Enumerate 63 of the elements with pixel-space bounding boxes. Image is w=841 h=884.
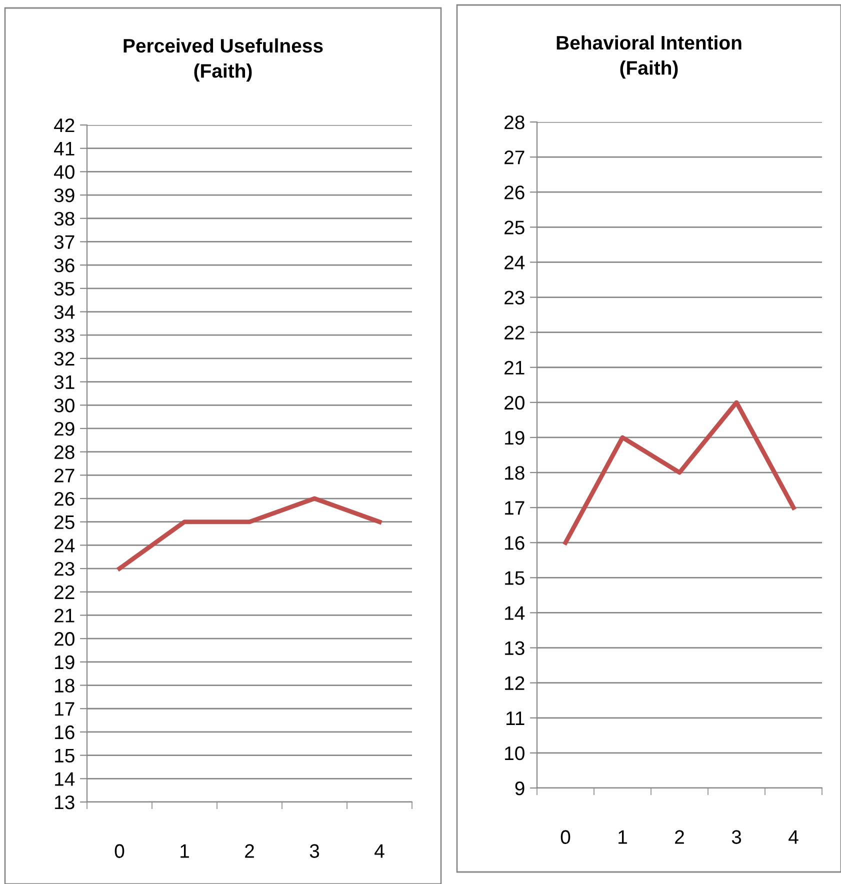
- y-tick-label: 41: [54, 142, 74, 156]
- y-tick-label: 22: [504, 326, 524, 340]
- y-tick-label: 16: [55, 725, 74, 740]
- y-tick-label: 15: [505, 571, 524, 585]
- line-series: [563, 400, 796, 545]
- x-tick-label: 0: [114, 844, 124, 858]
- y-tick-label: 42: [54, 118, 74, 132]
- y-tick-label: 17: [505, 501, 524, 515]
- x-tick-label: 4: [374, 844, 384, 858]
- x-tick-label: 3: [310, 844, 320, 858]
- y-tick-label: 13: [55, 795, 74, 810]
- x-tick-label: 2: [245, 844, 254, 858]
- y-tick-label: 27: [504, 150, 524, 164]
- y-tick-label: 9: [515, 781, 524, 796]
- y-tick-label: 26: [504, 186, 524, 200]
- y-tick-label: 14: [55, 772, 75, 786]
- y-tick-label: 29: [54, 422, 74, 436]
- y-tick-label: 25: [54, 515, 74, 530]
- x-tick-label: 1: [180, 844, 189, 858]
- y-tick-label: 35: [54, 282, 74, 296]
- x-tick-label: 0: [560, 830, 570, 844]
- x-tick-label: 2: [675, 830, 684, 844]
- y-tick-label: 15: [55, 748, 74, 763]
- y-tick-label: 11: [506, 712, 524, 725]
- y-tick-label: 23: [54, 562, 74, 576]
- y-tick-label: 28: [54, 445, 74, 460]
- chart-title: Behavioral Intention (Faith): [556, 35, 742, 79]
- y-tick-label: 14: [505, 606, 525, 620]
- y-tick-label: 36: [54, 258, 74, 272]
- y-tick-label: 31: [54, 375, 74, 390]
- y-tick-label: 27: [54, 468, 74, 482]
- y-tick-label: 33: [54, 328, 74, 342]
- y-tick-label: 21: [54, 608, 74, 622]
- y-tick-label: 18: [55, 678, 74, 693]
- y-tick-label: 24: [504, 256, 525, 270]
- y-tick-label: 12: [505, 676, 524, 690]
- y-tick-label: 25: [504, 220, 524, 234]
- y-tick-label: 23: [504, 290, 524, 304]
- y-tick-label: 20: [54, 632, 74, 646]
- y-tick-label: 28: [504, 115, 524, 130]
- y-tick-label: 13: [505, 641, 524, 656]
- x-tick-label: 1: [618, 830, 627, 844]
- y-tick-label: 17: [55, 702, 74, 716]
- y-tick-label: 39: [54, 188, 74, 202]
- x-tick-label: 3: [732, 830, 742, 844]
- y-tick-label: 30: [54, 398, 74, 412]
- y-tick-label: 34: [54, 305, 75, 319]
- y-tick-label: 22: [54, 585, 74, 599]
- y-tick-label: 40: [54, 165, 74, 179]
- x-tick-label: 4: [788, 830, 798, 844]
- y-tick-label: 10: [505, 746, 524, 760]
- y-tick-label: 38: [54, 212, 74, 226]
- y-tick-label: 19: [55, 655, 74, 670]
- y-tick-label: 32: [54, 352, 74, 366]
- y-tick-label: 37: [54, 235, 74, 249]
- chart-title: Perceived Usefulness (Faith): [124, 38, 323, 82]
- y-tick-label: 24: [54, 538, 75, 552]
- y-tick-label: 19: [505, 430, 524, 445]
- y-tick-label: 26: [54, 492, 74, 506]
- y-tick-label: 18: [505, 466, 524, 480]
- y-tick-label: 21: [504, 360, 524, 374]
- y-tick-label: 20: [504, 396, 524, 410]
- y-tick-label: 16: [505, 536, 524, 550]
